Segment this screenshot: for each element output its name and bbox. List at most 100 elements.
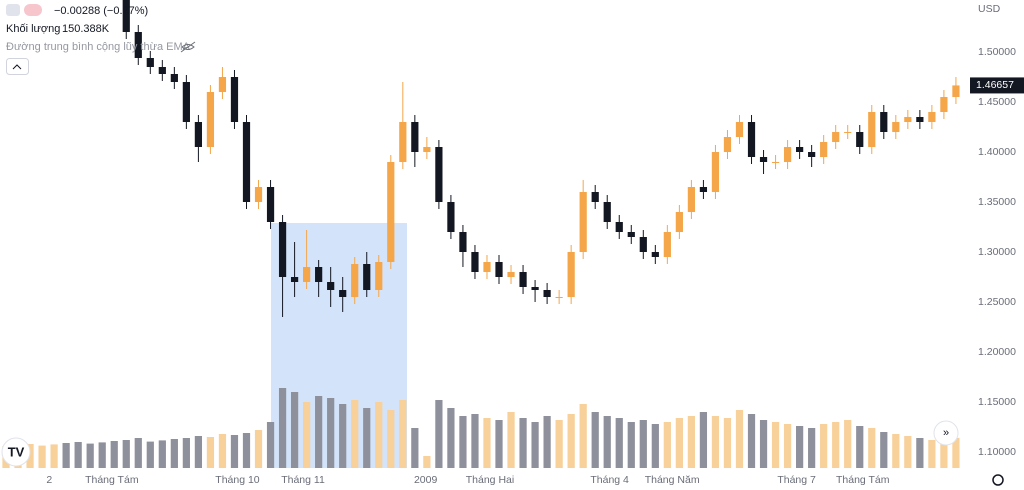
volume-bar [856, 426, 864, 468]
hide-icon[interactable] [180, 41, 196, 53]
volume-bar [820, 424, 828, 468]
candle-body [808, 152, 816, 157]
price-tag-label: 1.46657 [976, 79, 1014, 91]
candle-body [158, 67, 166, 74]
x-tick-label: 2009 [414, 474, 438, 486]
y-tick-label: 1.25000 [978, 296, 1016, 308]
candle-body [303, 267, 311, 282]
candle-body [663, 232, 671, 257]
volume-bar [471, 414, 479, 468]
volume-bar [651, 424, 659, 468]
x-tick-label: Tháng 7 [777, 474, 816, 486]
volume-bar [723, 418, 732, 468]
candle-body [916, 117, 924, 122]
volume-bar [699, 412, 708, 468]
volume-bar [735, 410, 744, 468]
volume-bar [952, 437, 960, 468]
volume-bar [687, 416, 696, 468]
x-tick-label: Tháng 4 [590, 474, 629, 486]
volume-bar [483, 418, 491, 468]
scroll-button[interactable] [933, 420, 959, 446]
volume-bar [531, 422, 539, 468]
volume-bar [507, 412, 515, 468]
candle-body [735, 122, 744, 137]
x-tick-label: Tháng Hai [466, 474, 514, 486]
candle-body [194, 122, 203, 147]
volume-bar [315, 396, 323, 468]
svg-text:TV: TV [8, 444, 25, 459]
candle-body [230, 77, 239, 122]
volume-bar [303, 402, 311, 468]
candle-body [399, 122, 407, 162]
candle-body [519, 272, 527, 287]
volume-bar [266, 422, 275, 468]
x-tick-label: Tháng 10 [215, 474, 260, 486]
candle-body [363, 264, 371, 290]
candle-body [543, 290, 551, 297]
x-tick-label: Tháng 11 [281, 474, 325, 486]
volume-bar [555, 420, 563, 468]
candle-body [351, 264, 359, 297]
volume-bar [290, 392, 299, 468]
volume-bar [411, 428, 419, 468]
collapse-button[interactable] [6, 58, 29, 75]
volume-bar [182, 438, 190, 468]
candle-body [723, 137, 732, 152]
volume-bar [868, 428, 876, 468]
price-tag [970, 77, 1024, 94]
volume-bar [940, 439, 948, 468]
volume-bar [375, 402, 383, 468]
y-tick-label: 1.40000 [978, 146, 1016, 158]
volume-bar [615, 418, 623, 468]
volume-bar [639, 420, 647, 468]
candle-body [218, 77, 227, 92]
volume-bar [339, 404, 347, 468]
volume-bar [62, 443, 70, 468]
volume-bar [74, 442, 82, 468]
y-tick-label: 1.45000 [978, 96, 1016, 108]
volume-bar [844, 420, 852, 468]
candle-body [844, 132, 852, 133]
candle-body [170, 74, 178, 82]
candle-body [387, 162, 395, 262]
y-tick-label: 1.30000 [978, 246, 1016, 258]
candle-body [627, 232, 635, 237]
candle-body [182, 82, 190, 122]
candle-body [315, 267, 323, 282]
icon [6, 4, 20, 16]
candle-body [555, 297, 563, 298]
candle-body [146, 58, 154, 67]
volume-bar [495, 420, 503, 468]
volume-bar [230, 435, 239, 468]
candle-body [675, 212, 683, 232]
volume-bar [747, 414, 756, 468]
volume-bar [146, 441, 154, 468]
volume-bar [158, 440, 166, 468]
candle-body [423, 147, 431, 152]
volume-bar [38, 445, 46, 468]
volume-bar [387, 410, 395, 468]
logo: TV [1, 437, 31, 467]
volume-bar [663, 422, 671, 468]
candle-body [579, 192, 587, 252]
candle-body [759, 157, 768, 162]
chevron [12, 64, 22, 70]
volume-bar [26, 444, 34, 468]
candle-body [254, 187, 263, 202]
settings-button[interactable] [992, 474, 1004, 486]
currency: USD [978, 3, 1001, 15]
volume-bar [796, 426, 804, 468]
indicator-label: Đường trung bình cộng lũy thừa EMA [6, 41, 191, 53]
volume-bar [122, 440, 130, 468]
candle-body [531, 287, 539, 290]
volume-bar [242, 433, 251, 468]
candle-body [278, 222, 287, 277]
y-tick-label: 1.35000 [978, 196, 1016, 208]
candle-body [375, 262, 383, 290]
volume-bar [783, 424, 792, 468]
volume-bar [50, 444, 58, 468]
candle-body [771, 162, 780, 163]
candle-body [567, 252, 575, 297]
